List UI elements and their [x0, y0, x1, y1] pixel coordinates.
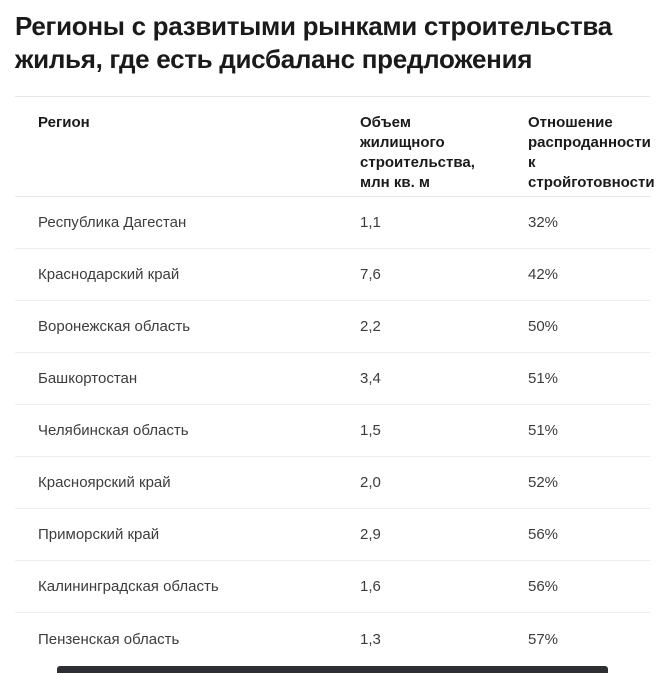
table-row: Краснодарский край 7,6 42%	[15, 249, 650, 301]
volume-cell: 1,1	[360, 214, 381, 231]
ratio-cell: 50%	[528, 318, 559, 335]
volume-cell: 1,3	[360, 630, 381, 648]
volume-cell: 1,6	[360, 578, 381, 595]
region-cell: Башкортостан	[38, 370, 138, 387]
table-row: Приморский край 2,9 56%	[15, 509, 650, 561]
table-row: Красноярский край 2,0 52%	[15, 457, 650, 509]
ratio-cell: 57%	[528, 630, 559, 648]
header-ratio: Отношение распроданности к стройготовнос…	[528, 113, 655, 193]
ratio-cell: 52%	[528, 474, 559, 491]
volume-cell: 1,5	[360, 422, 381, 439]
ratio-cell: 42%	[528, 266, 559, 283]
table-row: Республика Дагестан 1,1 32%	[15, 197, 650, 249]
table-row: Пензенская область 1,3 57%	[15, 613, 650, 665]
cutoff-next-element-bar	[57, 666, 608, 673]
region-cell: Приморский край	[38, 526, 160, 543]
table-row: Челябинская область 1,5 51%	[15, 405, 650, 457]
region-cell: Республика Дагестан	[38, 214, 187, 231]
region-cell: Краснодарский край	[38, 266, 180, 283]
header-volume: Объем жилищного строительства, млн кв. м	[360, 113, 528, 193]
ratio-cell: 56%	[528, 578, 559, 595]
table-row: Калининградская область 1,6 56%	[15, 561, 650, 613]
region-cell: Пензенская область	[38, 630, 180, 648]
ratio-cell: 51%	[528, 422, 559, 439]
ratio-cell: 51%	[528, 370, 559, 387]
region-cell: Калининградская область	[38, 578, 219, 595]
table-row: Башкортостан 3,4 51%	[15, 353, 650, 405]
header-region: Регион	[38, 114, 90, 131]
header-volume-label: Объем жилищного строительства, млн кв. м	[360, 114, 475, 191]
volume-cell: 2,0	[360, 474, 381, 491]
volume-cell: 3,4	[360, 370, 381, 387]
region-cell: Челябинская область	[38, 422, 189, 439]
page-title: Регионы с развитыми рынками строительств…	[15, 11, 612, 74]
ratio-cell: 56%	[528, 526, 559, 543]
region-cell: Красноярский край	[38, 474, 171, 491]
table-header-row: Регион Объем жилищного строительства, мл…	[15, 96, 655, 197]
volume-cell: 2,9	[360, 526, 381, 543]
table-row: Воронежская область 2,2 50%	[15, 301, 650, 353]
volume-cell: 2,2	[360, 318, 381, 335]
volume-cell: 7,6	[360, 266, 381, 283]
region-cell: Воронежская область	[38, 318, 191, 335]
ratio-cell: 32%	[528, 214, 559, 231]
regions-table: Регион Объем жилищного строительства, мл…	[15, 96, 655, 665]
header-ratio-label: Отношение распроданности к стройготовнос…	[528, 114, 655, 191]
